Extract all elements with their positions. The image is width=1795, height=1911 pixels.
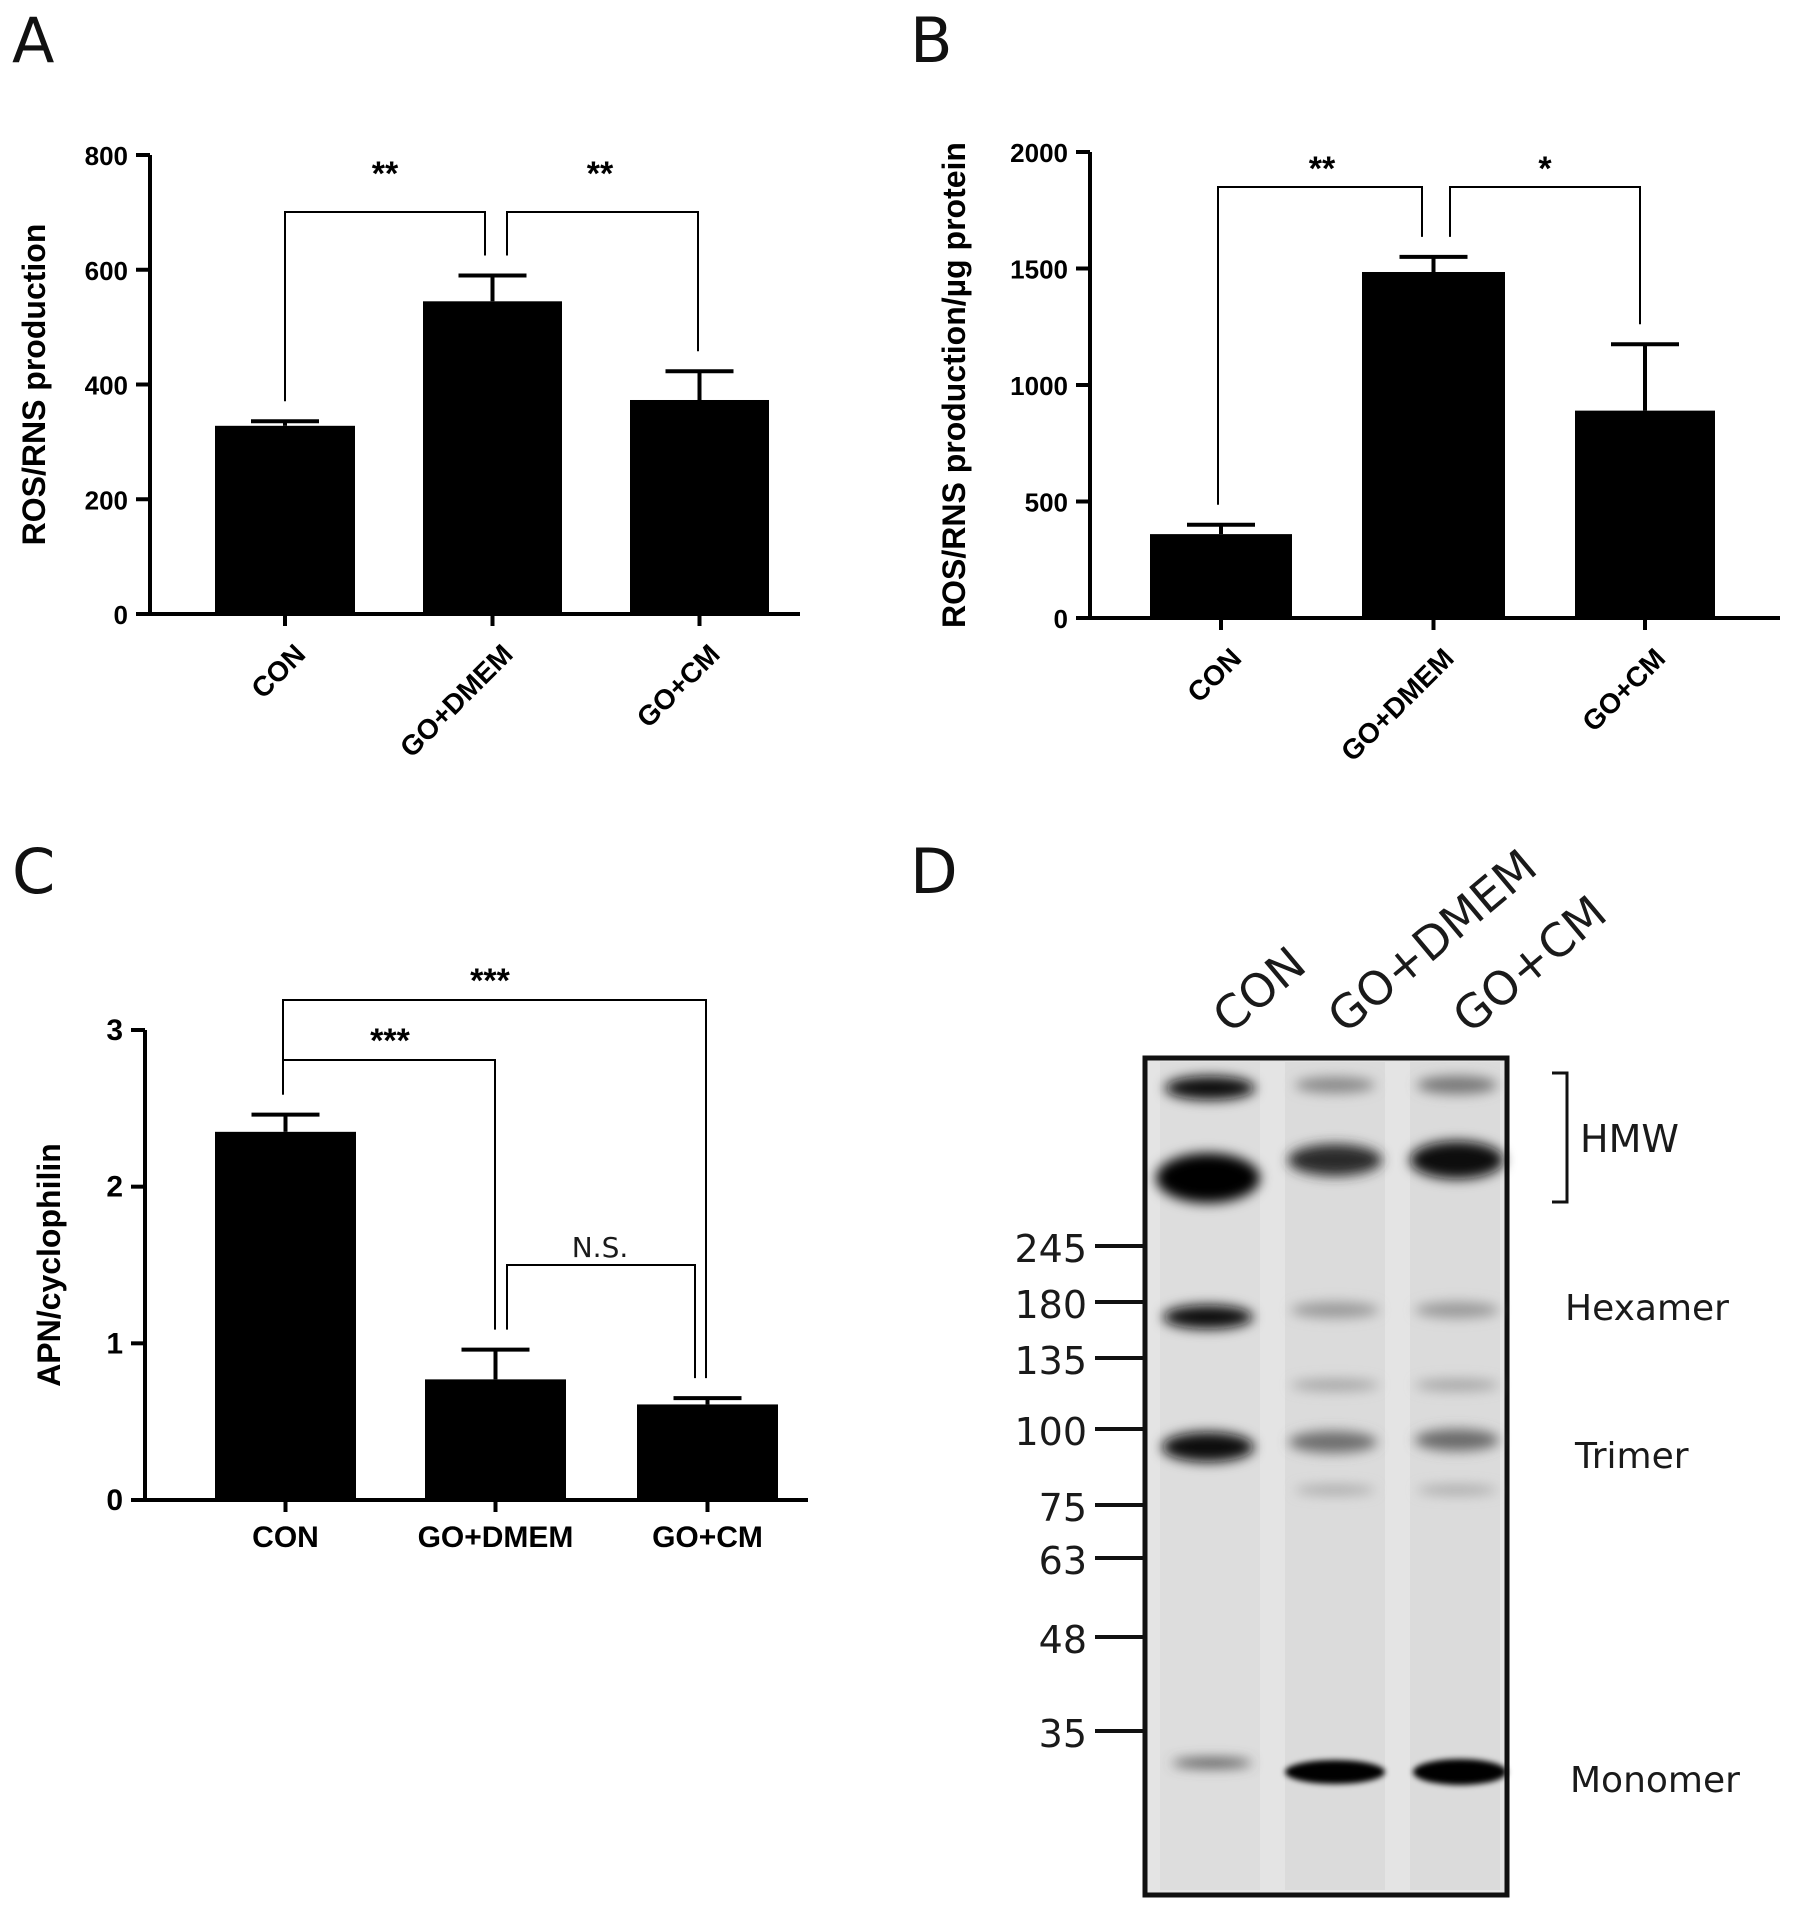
chart-panel-a: 0 200 400 600 800 ROS/RNS production CON GO+DME… [16,141,800,763]
marker-label: 75 [1039,1486,1087,1530]
blot-band [1172,1758,1252,1768]
y-tick-label: 2 [106,1171,123,1204]
blot-band [1163,1305,1253,1329]
bar [630,399,769,614]
marker-label: 63 [1039,1539,1087,1583]
bar [637,1404,778,1500]
y-tick-label: 1 [106,1327,123,1360]
blot-band [1295,1077,1375,1093]
y-tick-label: 0 [1054,604,1068,634]
x-tick-label: GO+DMEM [1335,642,1460,767]
y-tick-label: 800 [85,141,128,171]
blot-band [1288,1144,1382,1176]
bar [1362,271,1505,618]
marker-label: 135 [1014,1339,1087,1383]
chart-panel-b: 0 500 1000 1500 2000 ROS/RNS production/µg pr… [936,138,1780,767]
blot-lane-label: CON [1202,936,1315,1043]
bar [215,1131,356,1500]
chart-panel-c: 0 1 2 3 APN/cyclophilin CON GO+DMEM GO+CM *** ***… [31,962,808,1554]
y-tick-label: 1500 [1010,255,1068,285]
marker-label: 100 [1014,1410,1087,1454]
blot-band [1291,1379,1379,1391]
y-tick-label: 3 [106,1014,123,1047]
y-axis-label: ROS/RNS production/µg protein [936,142,972,628]
band-label-monomer: Monomer [1570,1760,1740,1801]
panel-label-a: A [12,4,54,77]
y-tick-label: 200 [85,485,128,515]
panel-label-b: B [910,4,953,77]
blot-band [1415,1429,1499,1451]
y-axis-label: ROS/RNS production [16,224,52,546]
x-tick-label: GO+CM [631,638,726,733]
y-tick-label: 1000 [1010,371,1068,401]
blot-band [1289,1431,1377,1453]
significance-bracket [506,1264,696,1379]
panel-label-c: C [12,835,55,908]
y-tick-label: 2000 [1010,138,1068,168]
y-tick-label: 400 [85,371,128,401]
significance-label: * [1538,150,1552,188]
bar [423,301,562,614]
x-tick-label: GO+DMEM [394,638,519,763]
blot-band [1415,1379,1499,1391]
marker-label: 245 [1014,1227,1087,1271]
y-tick-label: 500 [1025,488,1068,518]
significance-label: *** [370,1022,410,1060]
blot-band [1285,1760,1385,1784]
significance-label: ** [372,155,399,193]
x-tick-label: GO+CM [652,1521,763,1554]
bar [425,1379,566,1500]
blot-band [1291,1302,1379,1318]
panel-label-d: D [910,835,958,908]
hmw-bracket [1552,1071,1569,1204]
band-label-trimer: Trimer [1574,1436,1689,1477]
significance-bracket [284,211,486,402]
blot-band [1413,1759,1507,1785]
x-tick-label: GO+CM [1576,642,1671,737]
x-tick-label: CON [245,638,311,704]
blot-band [1295,1485,1375,1495]
blot-band [1415,1302,1499,1318]
band-label-hmw: HMW [1580,1117,1679,1161]
x-tick-label: GO+DMEM [418,1521,574,1554]
blot-lane-shade [1285,1062,1385,1890]
blot-lane-shade [1410,1062,1500,1890]
marker-ladder [1095,1244,1145,1733]
band-label-hexamer: Hexamer [1565,1288,1729,1329]
blot-band [1410,1141,1504,1179]
western-blot-panel: CON GO+DMEM GO+CM 245 180 135 100 75 63 … [1014,839,1740,1898]
bar [215,425,355,614]
y-tick-label: 0 [106,1484,123,1517]
blot-band [1165,1076,1255,1100]
x-tick-label: CON [1181,642,1247,708]
blot-band [1156,1153,1260,1203]
significance-label: N.S. [572,1231,629,1264]
y-axis-label: APN/cyclophilin [31,1143,67,1387]
marker-label: 48 [1039,1618,1087,1662]
significance-bracket [1449,186,1641,325]
bar [1150,534,1292,618]
blot-band [1417,1485,1497,1495]
bar [1575,410,1715,618]
significance-bracket [282,999,707,1379]
significance-label: ** [1309,150,1336,188]
significance-bracket [1217,186,1423,505]
significance-label: *** [470,962,510,1000]
y-tick-label: 600 [85,256,128,286]
blot-band [1417,1076,1497,1094]
x-tick-label: CON [252,1521,319,1554]
marker-label: 180 [1014,1283,1087,1327]
y-tick-label: 0 [114,600,128,630]
blot-band [1162,1432,1254,1462]
marker-label: 35 [1039,1712,1087,1756]
significance-label: ** [587,155,614,193]
significance-bracket [506,211,699,352]
